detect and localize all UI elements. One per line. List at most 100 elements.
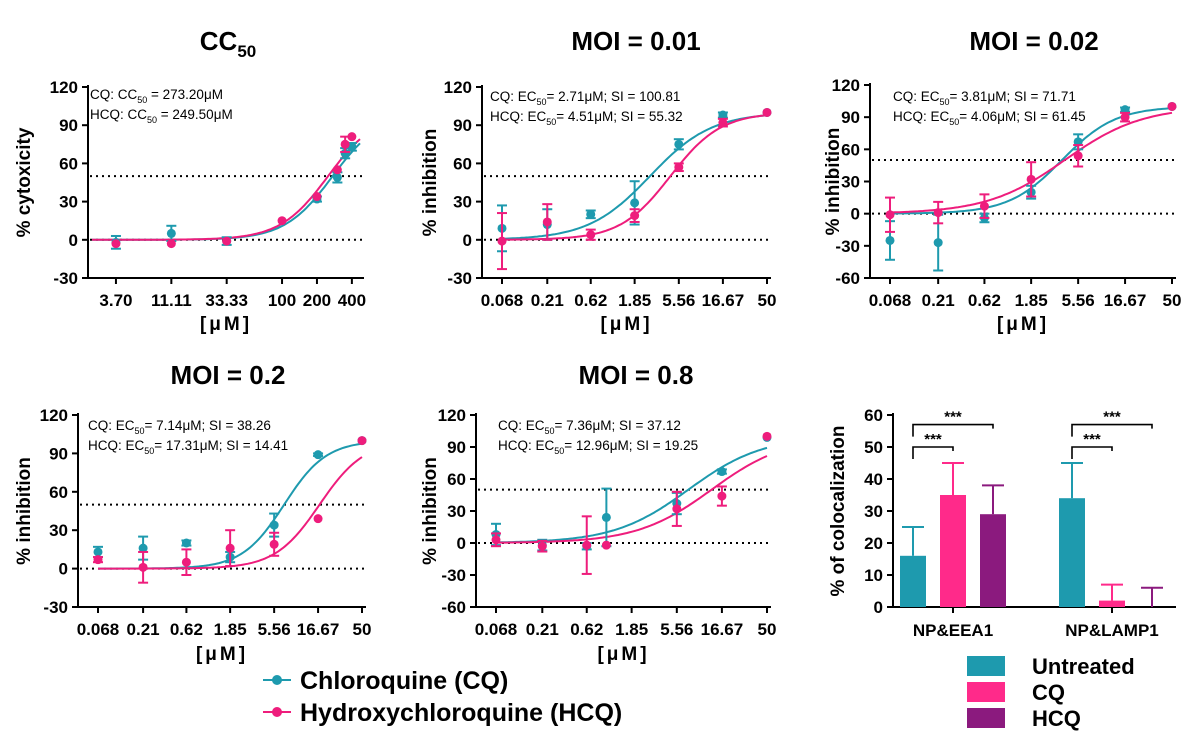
y-tick-label: 60 <box>864 406 883 425</box>
y-tick-label: -60 <box>835 269 860 288</box>
x-tick-label: 1.85 <box>615 620 648 639</box>
y-tick-label: 120 <box>832 76 860 95</box>
data-point-hcq <box>762 107 772 117</box>
x-tick-label: 0.62 <box>968 291 1001 310</box>
x-tick-label: 50 <box>1163 291 1182 310</box>
x-tick-label: 1.85 <box>1015 291 1048 310</box>
bar-cq <box>940 495 966 607</box>
y-axis-label: % inhibition <box>823 128 844 236</box>
y-tick-label: 90 <box>453 116 472 135</box>
y-tick-label: -30 <box>835 237 860 256</box>
y-tick-label: 30 <box>864 502 883 521</box>
annotation-post: = 3.81μM; SI = 71.71 <box>950 89 1076 104</box>
y-tick-label: -30 <box>43 598 68 617</box>
bar-cq <box>1099 600 1125 607</box>
y-tick-label: 30 <box>49 521 68 540</box>
x-tick-label: 1.85 <box>618 291 651 310</box>
panel-moi001: MOI = 0.01 120 90 60 30 0 -30 % inhibition 0.068… <box>420 26 776 335</box>
data-point-cq <box>885 235 895 245</box>
data-point-hcq <box>269 539 279 549</box>
significance-bracket <box>912 423 994 437</box>
data-point-hcq <box>313 514 323 524</box>
data-point-hcq <box>312 192 322 202</box>
x-tick-label: 16.67 <box>1104 291 1147 310</box>
annotation-sub: 50 <box>137 95 147 105</box>
x-axis-label: [μM] <box>600 314 652 335</box>
significance-label: *** <box>1083 431 1101 448</box>
annotation-1: HCQ: EC50= 4.06μM; SI = 61.45 <box>893 109 1086 127</box>
x-tick-label: 50 <box>353 620 372 639</box>
annotation-1: HCQ: EC50= 17.31μM; SI = 14.41 <box>88 438 288 456</box>
x-tick-label: 50 <box>758 620 777 639</box>
annotation-pre: HCQ: EC <box>88 438 145 453</box>
y-tick-label: 30 <box>59 193 78 212</box>
x-tick-label: 0.62 <box>570 620 603 639</box>
y-tick-label: 120 <box>40 406 68 425</box>
data-point-cq <box>718 110 728 120</box>
y-tick-label: 60 <box>841 140 860 159</box>
data-point-hcq <box>1167 101 1177 111</box>
annotation-0: CQ: EC50= 7.36μM; SI = 37.12 <box>498 418 681 436</box>
data-point-cq <box>586 209 596 219</box>
legend-swatch-cq <box>967 682 1005 702</box>
x-tick-label: 5.56 <box>1062 291 1095 310</box>
data-point-hcq <box>93 555 103 565</box>
x-tick-label: 0.21 <box>922 291 955 310</box>
data-point-hcq <box>166 239 176 249</box>
legend-label: Chloroquine (CQ) <box>300 667 508 695</box>
panel-moi002: MOI = 0.02 120 90 60 30 0 -30 -60 % inhibition 0.… <box>823 26 1181 335</box>
legend-label: CQ <box>1032 680 1065 705</box>
x-axis-label: [μM] <box>196 644 248 665</box>
data-point-hcq <box>222 236 232 246</box>
y-tick-label: 90 <box>841 108 860 127</box>
y-tick-label: 30 <box>447 502 466 521</box>
data-point-hcq <box>979 201 989 211</box>
data-point-hcq <box>347 132 357 142</box>
fit-curve-cq <box>92 142 361 241</box>
legend-label: Hydroxychloroquine (HCQ) <box>300 699 622 727</box>
annotation-sub: 50 <box>135 426 145 436</box>
significance-label: *** <box>1103 409 1121 426</box>
x-tick-label: 0.62 <box>574 291 607 310</box>
panel-title-main: CC <box>200 26 238 56</box>
annotation-post: = 7.36μM; SI = 37.12 <box>555 418 681 433</box>
y-tick-label: 50 <box>864 438 883 457</box>
annotation-pre: HCQ: EC <box>490 109 547 124</box>
x-tick-label: 0.21 <box>526 620 559 639</box>
bar-untreated <box>900 555 926 607</box>
data-point-hcq <box>674 162 684 172</box>
data-point-hcq <box>138 562 148 572</box>
category-label: NP&LAMP1 <box>1065 621 1159 640</box>
y-axis-label: % cytoxicity <box>14 127 35 237</box>
data-point-hcq <box>762 431 772 441</box>
data-point-hcq <box>542 217 552 227</box>
annotation-pre: CQ: EC <box>893 89 940 104</box>
x-tick-label: 50 <box>758 291 777 310</box>
data-point-hcq <box>933 208 943 218</box>
y-tick-label: 20 <box>864 534 883 553</box>
data-point-cq <box>674 139 684 149</box>
data-point-cq <box>933 238 943 248</box>
data-point-hcq <box>332 165 342 175</box>
x-tick-label: 0.21 <box>531 291 564 310</box>
annotation-post: = 17.31μM; SI = 14.41 <box>154 438 288 453</box>
panel-colocalization: 60 50 40 30 20 10 0 % of colocalization NP&EEA1 N… <box>828 406 1176 640</box>
y-tick-label: -60 <box>441 598 466 617</box>
y-tick-label: 120 <box>444 78 472 97</box>
annotation-post: = 4.06μM; SI = 61.45 <box>959 109 1085 124</box>
x-tick-label: 33.33 <box>205 291 248 310</box>
significance-bracket <box>1071 446 1113 459</box>
annotation-1: HCQ: CC50 = 249.50μM <box>90 107 233 125</box>
panel-title: CC50 <box>200 26 256 61</box>
significance-label: *** <box>924 431 942 448</box>
y-tick-label: 30 <box>453 193 472 212</box>
y-tick-label: 0 <box>69 231 78 250</box>
y-tick-label: 0 <box>457 534 466 553</box>
y-tick-label: 120 <box>50 78 78 97</box>
data-point-hcq <box>340 139 350 149</box>
x-tick-label: 16.67 <box>702 291 745 310</box>
y-tick-label: -30 <box>53 269 78 288</box>
